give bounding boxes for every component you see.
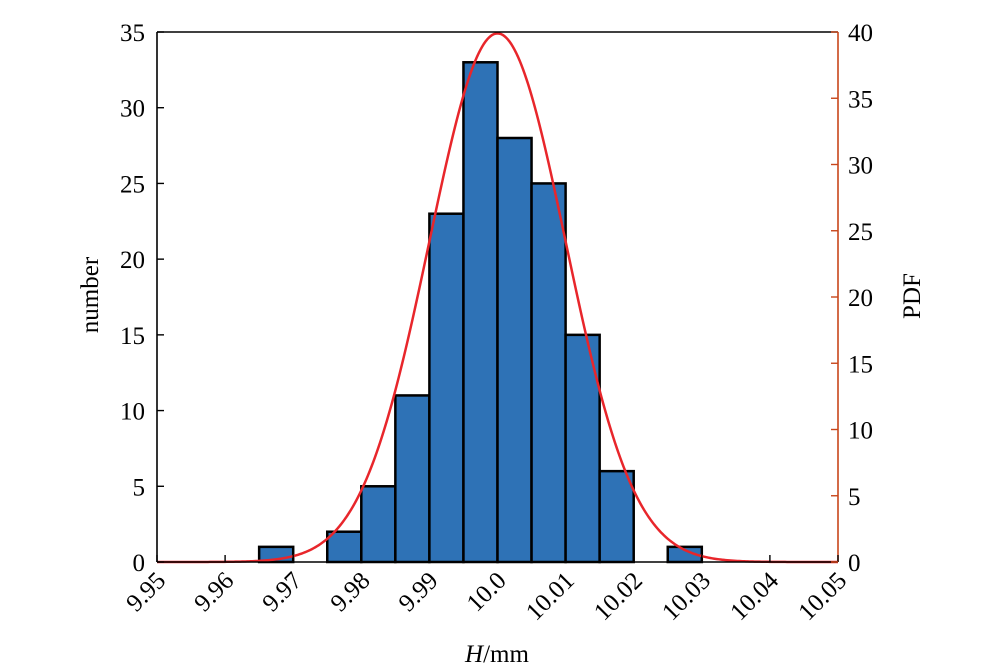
- histogram-bar: [496, 136, 533, 564]
- x-tick-label: 9.99: [394, 567, 444, 617]
- y-tick-label: 25: [120, 171, 145, 198]
- y2-tick-label: 20: [848, 285, 873, 312]
- histogram-bar: [598, 469, 635, 564]
- y2-tick-label: 30: [848, 153, 873, 180]
- histogram-bars: [257, 61, 704, 564]
- histogram-bar: [462, 61, 499, 564]
- y-tick-label: 15: [120, 323, 145, 350]
- x-tick-label: 9.97: [257, 567, 307, 617]
- y-tick-label: 35: [120, 20, 145, 47]
- x-tick-label: 10.03: [657, 567, 716, 626]
- histogram-bar: [326, 530, 363, 564]
- y2-tick-label: 25: [848, 219, 873, 246]
- y-tick-label: 5: [133, 474, 146, 501]
- histogram-bar: [530, 182, 567, 564]
- x-tick-label: 10.01: [521, 567, 580, 626]
- y2-tick-label: 40: [848, 20, 873, 47]
- histogram-bar: [394, 394, 431, 564]
- right-y-axis-label: PDF: [899, 273, 926, 319]
- y-tick-label: 10: [120, 399, 145, 426]
- x-tick-label: 10.02: [589, 567, 648, 626]
- y-axis-label: number: [77, 256, 104, 333]
- histogram-bar: [428, 212, 465, 564]
- left-y-axis-ticks: 0 5 10 15 20 25 30 35: [120, 20, 164, 577]
- pdf-curve: [157, 32, 838, 564]
- y2-tick-label: 35: [848, 86, 873, 113]
- x-tick-label: 9.95: [121, 567, 171, 617]
- y-tick-label: 30: [120, 96, 145, 123]
- y2-tick-label: 10: [848, 418, 873, 445]
- x-tick-label: 9.98: [326, 567, 376, 617]
- right-y-axis-ticks: 0 5 10 15 20 25 30 35 40: [831, 20, 873, 577]
- x-tick-label: 10.05: [793, 567, 852, 626]
- x-axis-label: H/mm: [464, 641, 529, 668]
- x-tick-label: 10.04: [725, 567, 784, 626]
- y2-tick-label: 0: [848, 550, 861, 577]
- x-axis-label-unit: /mm: [483, 641, 529, 668]
- y2-tick-label: 5: [848, 484, 861, 511]
- x-tick-label: 10.0: [462, 567, 512, 617]
- x-tick-label: 9.96: [189, 567, 239, 617]
- x-axis-ticks: 9.95 9.96 9.97 9.98 9.99 10.0 10.01 10.02 10.03 1…: [121, 555, 852, 626]
- histogram-bar: [360, 485, 397, 564]
- y-tick-label: 0: [133, 550, 146, 577]
- x-axis-label-symbol: H: [464, 641, 485, 668]
- y-tick-label: 20: [120, 247, 145, 274]
- y2-tick-label: 15: [848, 351, 873, 378]
